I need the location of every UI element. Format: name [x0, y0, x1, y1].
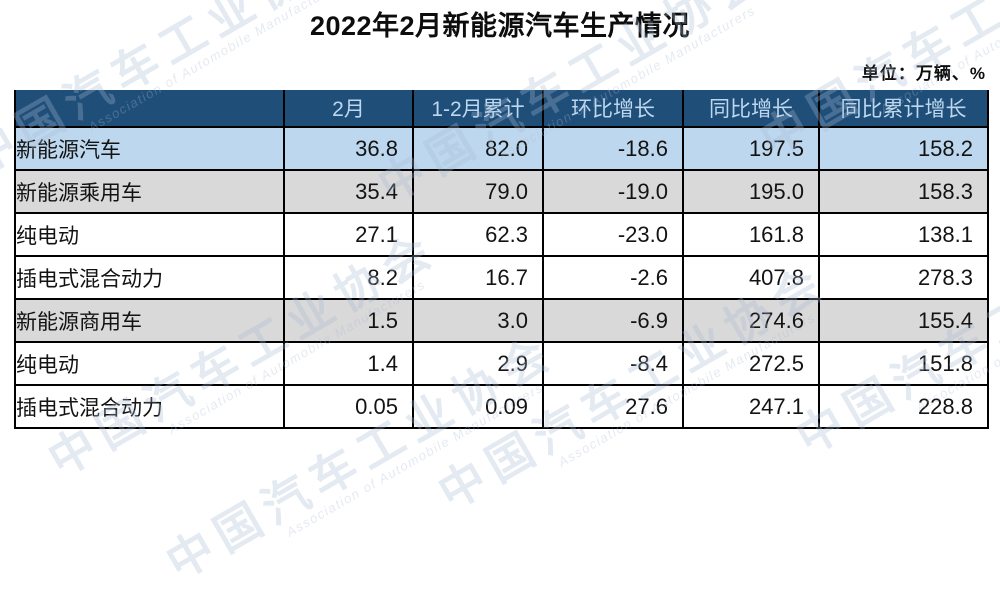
column-header: 同比累计增长: [818, 90, 989, 128]
value-cell: 138.1: [818, 212, 989, 257]
value-cell: 274.6: [682, 298, 820, 343]
value-cell: -2.6: [542, 255, 684, 300]
table-header-row: 2月 1-2月累计 环比增长 同比增长 同比累计增长: [14, 90, 989, 128]
production-table: 2月 1-2月累计 环比增长 同比增长 同比累计增长 新能源汽车 36.8 82.0 -18.…: [14, 90, 989, 429]
value-cell: 151.8: [818, 341, 989, 386]
value-cell: 1.4: [283, 341, 414, 386]
value-cell: 16.7: [412, 255, 544, 300]
value-cell: 0.05: [283, 384, 414, 429]
column-header-label: [14, 90, 285, 128]
value-cell: 272.5: [682, 341, 820, 386]
table-row: 新能源商用车 1.5 3.0 -6.9 274.6 155.4: [14, 298, 989, 343]
value-cell: 8.2: [283, 255, 414, 300]
table-header: 2月 1-2月累计 环比增长 同比增长 同比累计增长: [14, 90, 989, 128]
value-cell: 1.5: [283, 298, 414, 343]
table-row: 新能源汽车 36.8 82.0 -18.6 197.5 158.2: [14, 126, 989, 171]
row-label: 纯电动: [14, 212, 285, 257]
value-cell: 0.09: [412, 384, 544, 429]
row-label: 插电式混合动力: [14, 255, 285, 300]
value-cell: -6.9: [542, 298, 684, 343]
column-header: 2月: [283, 90, 414, 128]
value-cell: 2.9: [412, 341, 544, 386]
value-cell: 27.1: [283, 212, 414, 257]
table-row: 新能源乘用车 35.4 79.0 -19.0 195.0 158.3: [14, 169, 989, 214]
value-cell: 82.0: [412, 126, 544, 171]
value-cell: 155.4: [818, 298, 989, 343]
value-cell: 158.3: [818, 169, 989, 214]
column-header: 1-2月累计: [412, 90, 544, 128]
value-cell: -23.0: [542, 212, 684, 257]
value-cell: 247.1: [682, 384, 820, 429]
value-cell: 27.6: [542, 384, 684, 429]
row-label: 纯电动: [14, 341, 285, 386]
value-cell: 161.8: [682, 212, 820, 257]
value-cell: 79.0: [412, 169, 544, 214]
row-label: 新能源乘用车: [14, 169, 285, 214]
row-label: 新能源商用车: [14, 298, 285, 343]
value-cell: 35.4: [283, 169, 414, 214]
value-cell: -18.6: [542, 126, 684, 171]
column-header: 环比增长: [542, 90, 684, 128]
row-label: 插电式混合动力: [14, 384, 285, 429]
value-cell: 407.8: [682, 255, 820, 300]
table-row: 纯电动 1.4 2.9 -8.4 272.5 151.8: [14, 341, 989, 386]
table-row: 插电式混合动力 8.2 16.7 -2.6 407.8 278.3: [14, 255, 989, 300]
page-title: 2022年2月新能源汽车生产情况: [309, 11, 691, 41]
value-cell: 197.5: [682, 126, 820, 171]
value-cell: 36.8: [283, 126, 414, 171]
row-label: 新能源汽车: [14, 126, 285, 171]
value-cell: -19.0: [542, 169, 684, 214]
table-row: 插电式混合动力 0.05 0.09 27.6 247.1 228.8: [14, 384, 989, 429]
value-cell: 3.0: [412, 298, 544, 343]
value-cell: 158.2: [818, 126, 989, 171]
column-header: 同比增长: [682, 90, 820, 128]
table-row: 纯电动 27.1 62.3 -23.0 161.8 138.1: [14, 212, 989, 257]
value-cell: 62.3: [412, 212, 544, 257]
table-body: 新能源汽车 36.8 82.0 -18.6 197.5 158.2 新能源乘用车 35.4 79…: [14, 126, 989, 429]
unit-label: 单位：万辆、%: [861, 64, 986, 83]
value-cell: -8.4: [542, 341, 684, 386]
value-cell: 278.3: [818, 255, 989, 300]
value-cell: 195.0: [682, 169, 820, 214]
value-cell: 228.8: [818, 384, 989, 429]
